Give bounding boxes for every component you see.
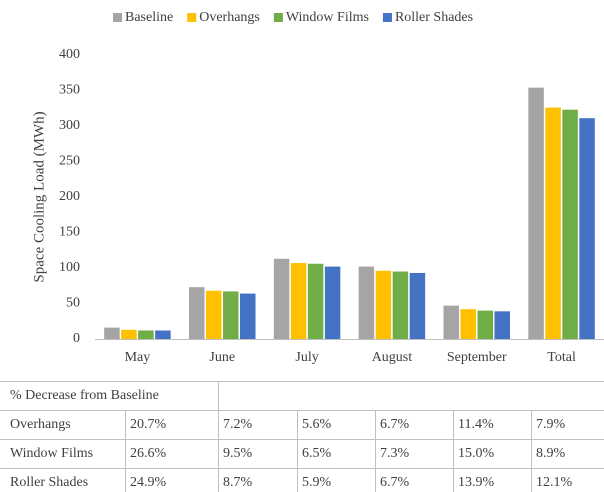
x-tick-label: June	[209, 350, 235, 365]
legend-label: Roller Shades	[395, 10, 473, 25]
y-tick-label: 400	[59, 47, 80, 62]
bar	[562, 109, 578, 339]
bar	[358, 266, 375, 339]
table-cell: 20.7%	[130, 417, 167, 432]
table-cell: 5.9%	[302, 475, 332, 490]
y-axis-label: Space Cooling Load (MWh)	[31, 111, 47, 282]
table-lines	[0, 381, 604, 492]
legend-swatch	[187, 13, 197, 22]
bar	[206, 290, 222, 339]
bar	[545, 107, 561, 339]
table-cell: 7.9%	[536, 417, 566, 432]
bar	[307, 263, 324, 339]
y-tick-label: 100	[59, 260, 80, 275]
bar	[375, 270, 392, 339]
table-row-label: Overhangs	[10, 417, 71, 432]
y-tick-label: 0	[73, 331, 80, 346]
y-tick-label: 350	[59, 83, 80, 98]
table-row-label: Window Films	[10, 446, 93, 461]
table-cell: 7.3%	[380, 446, 410, 461]
legend-swatch	[113, 13, 122, 22]
table-cell: 6.7%	[380, 417, 410, 432]
x-tick-label: July	[295, 350, 318, 365]
table-cell: 11.4%	[458, 417, 494, 432]
bar	[121, 329, 137, 339]
bar	[494, 311, 510, 339]
y-tick-label: 300	[59, 118, 80, 133]
table-header: % Decrease from Baseline	[10, 388, 159, 403]
bar	[138, 330, 154, 339]
bar	[460, 309, 476, 339]
table-cell: 6.5%	[302, 446, 332, 461]
bar	[579, 118, 595, 339]
bar	[155, 330, 171, 339]
bar	[223, 291, 239, 339]
legend-label: Window Films	[286, 10, 369, 25]
table-cell: 8.7%	[223, 475, 253, 490]
table-cell: 26.6%	[130, 446, 167, 461]
bar	[104, 327, 120, 339]
table-cell: 13.9%	[458, 475, 495, 490]
table-cell: 5.6%	[302, 417, 332, 432]
bar	[290, 263, 307, 339]
y-tick-label: 50	[66, 296, 80, 311]
bar	[443, 305, 459, 339]
bar	[392, 271, 409, 339]
table-cell: 12.1%	[536, 475, 573, 490]
y-tick-label: 250	[59, 154, 80, 169]
x-tick-label: September	[447, 350, 507, 365]
bar	[324, 266, 341, 339]
legend-label: Baseline	[125, 10, 173, 25]
bar	[189, 287, 205, 339]
table-cell: 15.0%	[458, 446, 495, 461]
legend-label: Overhangs	[199, 10, 260, 25]
table-cell: 9.5%	[223, 446, 253, 461]
bar	[240, 293, 256, 339]
table-cell: 7.2%	[223, 417, 253, 432]
y-tick-label: 200	[59, 189, 80, 204]
x-tick-label: May	[125, 350, 151, 365]
table-cell: 8.9%	[536, 446, 566, 461]
x-tick-label: August	[372, 350, 413, 365]
table-cell: 24.9%	[130, 475, 167, 490]
table-row-label: Roller Shades	[10, 475, 88, 490]
bar	[477, 310, 493, 339]
x-tick-label: Total	[547, 350, 576, 365]
table-cell: 6.7%	[380, 475, 410, 490]
y-tick-label: 150	[59, 225, 80, 240]
bar	[409, 272, 426, 339]
bar	[528, 87, 544, 339]
legend-swatch	[382, 13, 392, 22]
legend-swatch	[273, 13, 283, 22]
bar	[273, 258, 290, 339]
